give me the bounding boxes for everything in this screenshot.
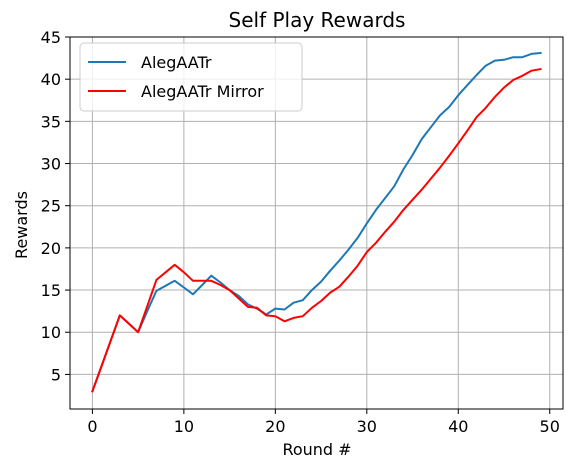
y-tick-label: 30 bbox=[41, 155, 61, 174]
x-tick-label: 40 bbox=[448, 417, 468, 436]
x-axis-title: Round # bbox=[282, 440, 351, 459]
legend-label-alegaatr-mirror: AlegAATr Mirror bbox=[141, 82, 264, 101]
x-tick-label: 10 bbox=[174, 417, 194, 436]
series-line-alegaatr-mirror bbox=[91, 67, 542, 393]
y-tick-label: 10 bbox=[41, 323, 61, 342]
y-tick-label: 15 bbox=[41, 281, 61, 300]
x-tick-label: 30 bbox=[357, 417, 377, 436]
y-axis-title: Rewards bbox=[12, 191, 31, 259]
x-tick-label: 50 bbox=[540, 417, 560, 436]
axis-ticks: 0 10 20 30 40 50 5 10 15 20 25 30 35 40 45 bbox=[41, 28, 560, 436]
y-tick-label: 35 bbox=[41, 112, 61, 131]
plot-frame bbox=[69, 36, 564, 410]
legend-label-alegaatr: AlegAATr bbox=[141, 53, 212, 72]
chart-title: Self Play Rewards bbox=[229, 8, 406, 32]
y-tick-label: 25 bbox=[41, 197, 61, 216]
y-tick-label: 45 bbox=[41, 28, 61, 47]
x-tick-label: 20 bbox=[265, 417, 285, 436]
series-line-alegaatr bbox=[91, 51, 542, 393]
y-tick-label: 5 bbox=[51, 365, 61, 384]
legend: AlegAATr AlegAATr Mirror bbox=[79, 42, 303, 112]
x-tick-label: 0 bbox=[87, 417, 97, 436]
y-tick-label: 20 bbox=[41, 239, 61, 258]
y-tick-label: 40 bbox=[41, 70, 61, 89]
legend-box bbox=[79, 42, 303, 112]
grid bbox=[70, 36, 563, 409]
series-lines bbox=[91, 51, 542, 393]
